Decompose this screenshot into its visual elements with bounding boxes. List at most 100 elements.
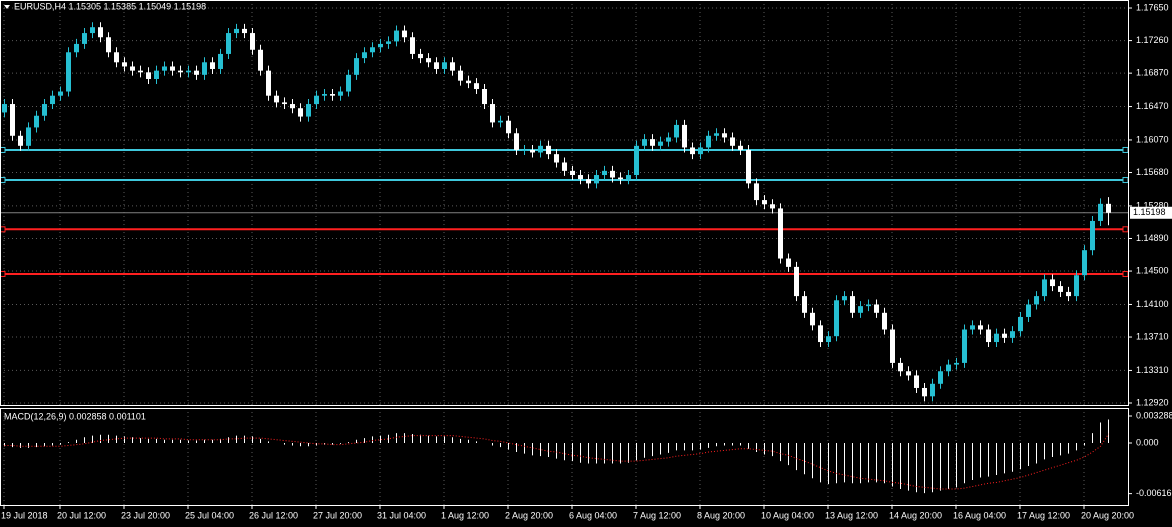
candle-body bbox=[538, 145, 543, 153]
candle-body bbox=[210, 62, 215, 69]
y-tick-label: 1.14100 bbox=[1136, 299, 1169, 309]
candle-body bbox=[898, 362, 903, 372]
candle-body bbox=[290, 104, 295, 109]
candle-body bbox=[786, 258, 791, 267]
candle-body bbox=[450, 62, 455, 71]
indicator-title: MACD(12,26,9) 0.002858 0.001101 bbox=[4, 411, 146, 421]
candle-body bbox=[978, 325, 983, 330]
candle-body bbox=[946, 364, 951, 372]
x-tick-label: 1 Aug 12:00 bbox=[441, 510, 489, 520]
x-tick-label: 8 Aug 20:00 bbox=[697, 510, 745, 520]
level-handle bbox=[0, 177, 6, 184]
menu-arrow[interactable] bbox=[4, 5, 10, 9]
candle-body bbox=[698, 147, 703, 155]
candle-body bbox=[570, 170, 575, 176]
candle-body bbox=[426, 58, 431, 63]
candle-body bbox=[842, 296, 847, 301]
candle-body bbox=[778, 208, 783, 259]
candle-body bbox=[546, 145, 551, 155]
candle-body bbox=[954, 362, 959, 365]
candle-body bbox=[858, 306, 863, 313]
candle-body bbox=[690, 147, 695, 155]
candle-body bbox=[154, 70, 159, 79]
candle-body bbox=[674, 124, 679, 138]
x-tick-label: 25 Jul 04:00 bbox=[185, 510, 234, 520]
candle-body bbox=[34, 115, 39, 128]
candle-body bbox=[1074, 275, 1079, 297]
candle-body bbox=[386, 41, 391, 44]
candle-body bbox=[58, 91, 63, 96]
candle-body bbox=[802, 296, 807, 313]
candle-body bbox=[530, 149, 535, 153]
candle-body bbox=[26, 127, 31, 146]
candle-body bbox=[122, 62, 127, 67]
candle-body bbox=[514, 133, 519, 150]
candle-body bbox=[234, 28, 239, 34]
candle-body bbox=[818, 325, 823, 343]
y-tick-label: 1.13310 bbox=[1136, 365, 1169, 375]
candle-body bbox=[330, 94, 335, 96]
candle-body bbox=[418, 53, 423, 59]
candle-body bbox=[434, 62, 439, 69]
level-handle bbox=[1122, 270, 1129, 277]
candle-body bbox=[602, 170, 607, 176]
x-tick-label: 10 Aug 04:00 bbox=[761, 510, 814, 520]
candle-body bbox=[642, 139, 647, 146]
candle-body bbox=[10, 104, 15, 136]
candle-body bbox=[194, 70, 199, 75]
candle-body bbox=[82, 33, 87, 44]
candle-body bbox=[714, 133, 719, 136]
candle-body bbox=[146, 72, 151, 79]
candle-body bbox=[618, 177, 623, 180]
x-tick-label: 23 Jul 20:00 bbox=[121, 510, 170, 520]
x-tick-label: 20 Aug 20:00 bbox=[1081, 510, 1134, 520]
candle-body bbox=[722, 133, 727, 138]
candle-body bbox=[378, 43, 383, 48]
candle-body bbox=[394, 30, 399, 42]
candle-body bbox=[162, 66, 167, 71]
candle-body bbox=[562, 162, 567, 171]
candle-body bbox=[746, 149, 751, 184]
candle-body bbox=[1098, 203, 1103, 221]
candle-body bbox=[1082, 250, 1087, 276]
candle-body bbox=[282, 102, 287, 105]
chart-title: EURUSD,H4 1.15305 1.15385 1.15049 1.1519… bbox=[14, 1, 206, 11]
candle-body bbox=[266, 70, 271, 96]
candle-body bbox=[882, 312, 887, 330]
x-tick-label: 26 Jul 12:00 bbox=[249, 510, 298, 520]
candle-body bbox=[810, 312, 815, 326]
candle-body bbox=[754, 183, 759, 201]
candle-body bbox=[1106, 203, 1111, 213]
y-tick-label: 1.15680 bbox=[1136, 167, 1169, 177]
candle-body bbox=[298, 108, 303, 117]
candle-body bbox=[50, 95, 55, 105]
candle-body bbox=[106, 37, 111, 53]
candle-body bbox=[178, 70, 183, 73]
candle-body bbox=[402, 30, 407, 38]
candle-body bbox=[730, 137, 735, 146]
candle-body bbox=[738, 145, 743, 150]
candle-body bbox=[850, 296, 855, 313]
y-tick-label: 1.16070 bbox=[1136, 134, 1169, 144]
y-tick-label: 1.16470 bbox=[1136, 101, 1169, 111]
candle-body bbox=[18, 135, 23, 146]
candle-body bbox=[370, 47, 375, 53]
candle-body bbox=[74, 43, 79, 53]
candle-body bbox=[218, 53, 223, 69]
candle-body bbox=[610, 170, 615, 178]
candle-body bbox=[482, 89, 487, 105]
x-tick-label: 20 Jul 12:00 bbox=[57, 510, 106, 520]
candle-body bbox=[1010, 331, 1015, 338]
x-tick-label: 14 Aug 20:00 bbox=[889, 510, 942, 520]
candle-body bbox=[666, 137, 671, 142]
plot bbox=[0, 22, 1129, 494]
price-tag-label: 1.15198 bbox=[1133, 207, 1166, 217]
x-tick-label: 13 Aug 12:00 bbox=[825, 510, 878, 520]
candle-body bbox=[474, 83, 479, 90]
level-handle bbox=[0, 146, 6, 153]
candle-body bbox=[794, 266, 799, 297]
macd-panel-frame bbox=[0, 408, 1129, 506]
